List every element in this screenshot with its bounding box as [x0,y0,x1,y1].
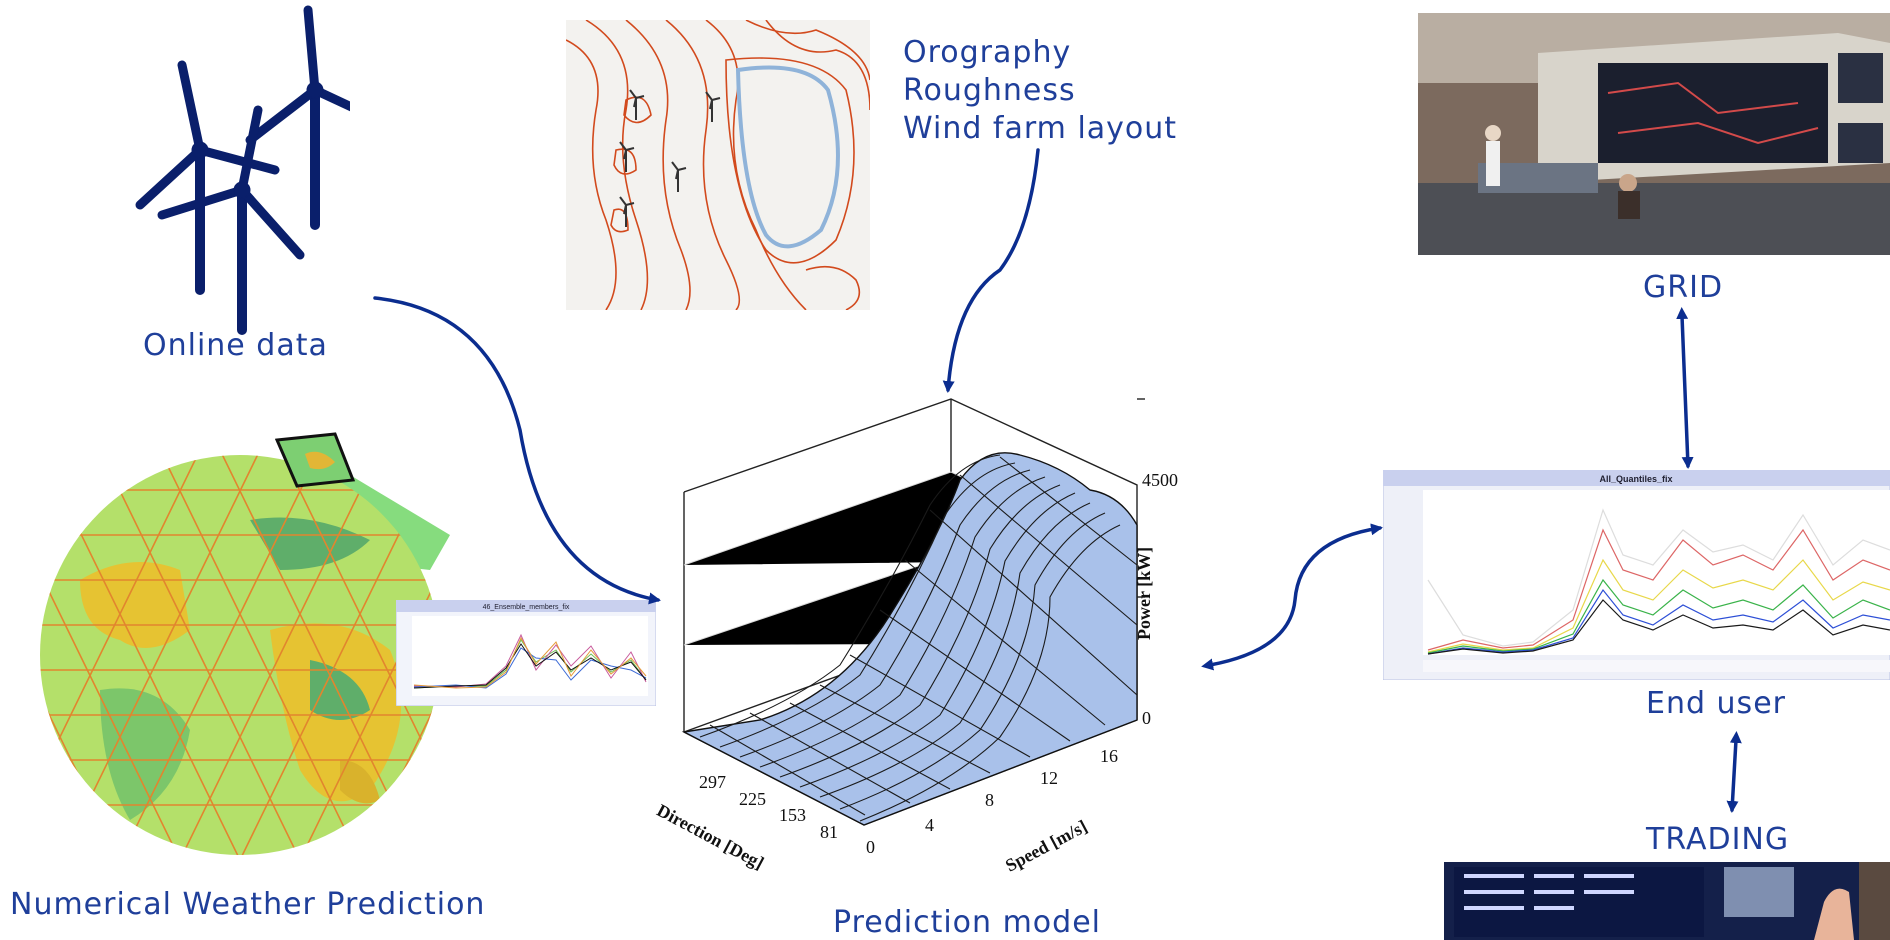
z-tick-max: 4500 [1142,470,1178,490]
nwp-label: Numerical Weather Prediction [10,887,486,922]
quantiles-chart-image: All_Quantiles_fix [1383,470,1890,680]
direction-tick-153: 153 [779,805,806,825]
terrain-line-orography: Orography [903,35,1072,70]
ensemble-chart-image: 46_Ensemble_members_fix [396,600,656,706]
quantiles-chart-title: All_Quantiles_fix [1599,474,1672,484]
arrow-terrain-to-model [942,148,1040,393]
terrain-line-roughness: Roughness [903,73,1076,108]
direction-tick-297: 297 [699,772,726,792]
z-tick-min: 0 [1142,708,1151,728]
speed-tick-4: 4 [925,815,934,835]
trading-label: TRADING [1646,822,1790,857]
ensemble-chart-title: 46_Ensemble_members_fix [483,604,570,611]
direction-tick-225: 225 [739,789,766,809]
speed-tick-12: 12 [1040,768,1058,788]
grid-label: GRID [1643,270,1724,305]
terrain-line-layout: Wind farm layout [903,111,1178,146]
wind-turbines-icon [135,5,350,335]
speed-tick-8: 8 [985,790,994,810]
inset-map-icon [275,432,356,488]
speed-tick-0: 0 [866,837,875,857]
weather-globe-image [40,455,450,855]
terrain-contour-map-image [566,20,870,310]
end-user-label: End user [1646,686,1786,721]
online-data-label: Online data [143,328,328,363]
arrow-grid-enduser [1676,307,1694,469]
direction-tick-81: 81 [820,822,838,842]
arrow-model-to-enduser [1201,523,1383,671]
power-surface-plot [681,398,1145,826]
prediction-model-label: Prediction model [833,905,1101,940]
speed-tick-16: 16 [1100,746,1118,766]
trading-floor-photo [1444,862,1890,940]
arrow-enduser-trading [1726,731,1742,813]
arrow-online-to-model [373,296,661,605]
control-room-photo [1418,13,1890,255]
